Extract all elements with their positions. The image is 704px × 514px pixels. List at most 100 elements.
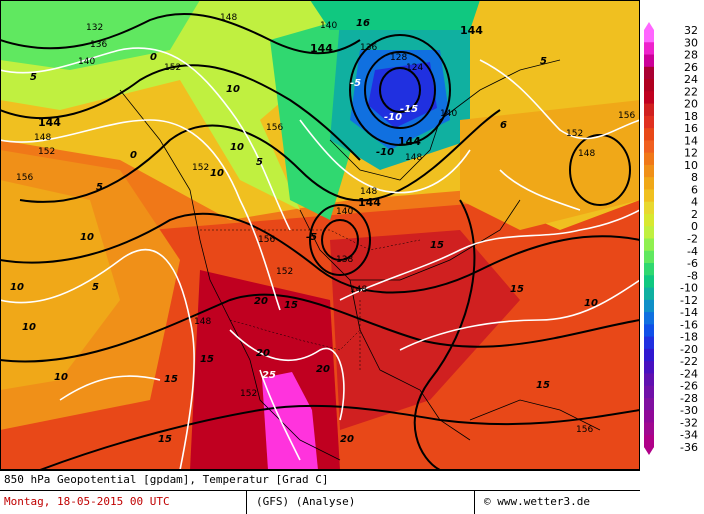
geo-label: 144 [310, 42, 333, 55]
geo-label: 144 [460, 24, 483, 37]
colorbar-swatch [644, 177, 654, 190]
temp-label: -5 [350, 78, 361, 89]
geo-label: 148 [350, 285, 367, 295]
colorbar-swatch [644, 140, 654, 154]
colorbar-tick-label: -36 [680, 441, 698, 454]
temperature-labels: 5 0 10 5 10 5 10 -5 -10 -15 -10 5 10 15 … [10, 18, 598, 445]
geo-label: 148 [220, 13, 237, 23]
temp-label: 5 [540, 56, 547, 67]
geo-label: 140 [336, 207, 353, 217]
temp-label: 15 [200, 354, 214, 365]
colorbar-swatch [644, 287, 654, 301]
temp-label: 20 [256, 348, 270, 359]
colorbar-tick-label: 4 [691, 196, 698, 209]
colorbar-swatch [644, 128, 654, 141]
geo-label: 156 [576, 425, 593, 435]
geo-label: 144 [398, 135, 421, 148]
colorbar-swatch [644, 250, 654, 264]
colorbar-swatch [644, 422, 654, 436]
colorbar-swatch [644, 213, 654, 227]
temp-label: 5 [256, 157, 263, 168]
colorbar-swatch [644, 434, 654, 448]
colorbar-labels: 32302826242220181614121086420-2-4-6-8-10… [680, 24, 698, 454]
colorbar-swatch [644, 226, 654, 239]
geo-label: 132 [86, 23, 103, 33]
geo-label: 152 [192, 163, 209, 173]
colorbar-top-arrow [644, 22, 654, 30]
geo-label: 148 [578, 149, 595, 159]
colorbar-tick-label: -24 [680, 367, 698, 380]
geo-label: 148 [360, 187, 377, 197]
colorbar-tick-label: -20 [680, 343, 698, 356]
colorbar-tick-label: -8 [687, 269, 698, 282]
temp-label: 15 [430, 240, 444, 251]
footer-separator [246, 491, 247, 514]
geo-label: 136 [90, 40, 107, 50]
temp-label: 10 [80, 232, 94, 243]
coastlines [119, 59, 601, 461]
map-date: Montag, 18-05-2015 00 UTC [4, 495, 170, 508]
geo-label: 140 [78, 57, 95, 67]
temp-label: 15 [158, 434, 172, 445]
temp-field-pacific-mid [0, 180, 120, 390]
geo-label: 136 [360, 43, 377, 53]
temp-label: 5 [96, 182, 103, 193]
temp-label: -10 [384, 112, 402, 123]
colorbar-swatch [644, 275, 654, 289]
temp-field-magenta [262, 372, 318, 470]
geo-label: 152 [566, 129, 583, 139]
temp-label: 6 [500, 120, 507, 131]
geo-label: 152 [164, 63, 181, 73]
geo-label: 152 [240, 389, 257, 399]
colorbar-swatch [644, 91, 654, 105]
colorbar-tick-label: -34 [680, 429, 698, 442]
colorbar-swatches [644, 22, 654, 455]
colorbar-swatch [644, 324, 654, 338]
colorbar-swatch [644, 397, 654, 411]
colorbar-swatch [644, 373, 654, 387]
colorbar-swatch [644, 312, 654, 325]
colorbar-tick-label: 6 [691, 183, 698, 196]
temp-label: 20 [254, 296, 268, 307]
colorbar-tick-label: -10 [680, 282, 698, 295]
colorbar-tick-label: -14 [680, 306, 698, 319]
geo-label: 156 [16, 173, 33, 183]
colorbar-tick-label: -4 [687, 245, 698, 258]
temp-label: 16 [356, 18, 370, 29]
colorbar-tick-label: 0 [691, 220, 698, 233]
colorbar-tick-label: -22 [680, 355, 698, 368]
geo-label: 156 [258, 235, 275, 245]
temp-label: 10 [22, 322, 36, 333]
temp-label: 20 [340, 434, 354, 445]
colorbar-tick-label: 30 [684, 36, 698, 49]
footer-corner [640, 470, 704, 513]
geo-label: 140 [440, 109, 457, 119]
model-info: (GFS) (Analyse) [256, 495, 356, 508]
geopotential-labels: 132 136 140 144 148 152 156 140 144 148 … [16, 13, 635, 435]
colorbar-tick-label: 28 [684, 49, 698, 62]
colorbar-swatch [644, 79, 654, 92]
colorbar-tick-label: 14 [684, 134, 698, 147]
colorbar-tick-label: 18 [684, 110, 698, 123]
geo-label: 152 [38, 147, 55, 157]
colorbar-tick-label: -26 [680, 380, 698, 393]
colorbar-swatch [644, 103, 654, 117]
map-title: 850 hPa Geopotential [gpdam], Temperatur… [4, 473, 329, 486]
colorbar-swatch [644, 42, 654, 56]
geo-label: 138 [336, 255, 353, 265]
temp-label: 0 [150, 52, 157, 63]
geo-label: 152 [276, 267, 293, 277]
temperature-colorbar: 32302826242220181614121086420-2-4-6-8-10… [644, 22, 698, 455]
geo-label: 156 [618, 111, 635, 121]
colorbar-tick-label: -12 [680, 294, 698, 307]
geo-label: 148 [194, 317, 211, 327]
weather-map: 132 136 140 144 148 152 156 140 144 148 … [0, 0, 640, 470]
colorbar-tick-label: 32 [684, 24, 698, 37]
colorbar-tick-label: 16 [684, 122, 698, 135]
colorbar-swatch [644, 66, 654, 80]
colorbar-bottom-arrow [644, 447, 654, 455]
colorbar-swatch [644, 152, 654, 166]
colorbar-swatch [644, 189, 654, 203]
temp-label: 15 [284, 300, 298, 311]
colorbar-swatch [644, 54, 654, 68]
